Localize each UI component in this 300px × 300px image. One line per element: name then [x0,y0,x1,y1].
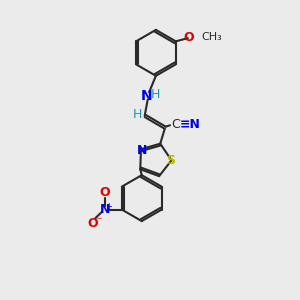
Text: N: N [100,203,110,216]
Text: N: N [141,89,152,103]
Text: S: S [166,154,175,167]
Text: ⁻: ⁻ [95,215,102,228]
Text: ≡N: ≡N [179,118,200,131]
Text: C: C [171,118,180,131]
Text: H: H [150,88,160,100]
Text: O: O [88,217,98,230]
Text: CH₃: CH₃ [201,32,222,42]
Text: H: H [133,108,142,121]
Text: O: O [100,186,110,199]
Text: +: + [105,202,112,211]
Text: N: N [137,144,147,157]
Text: O: O [184,31,194,44]
